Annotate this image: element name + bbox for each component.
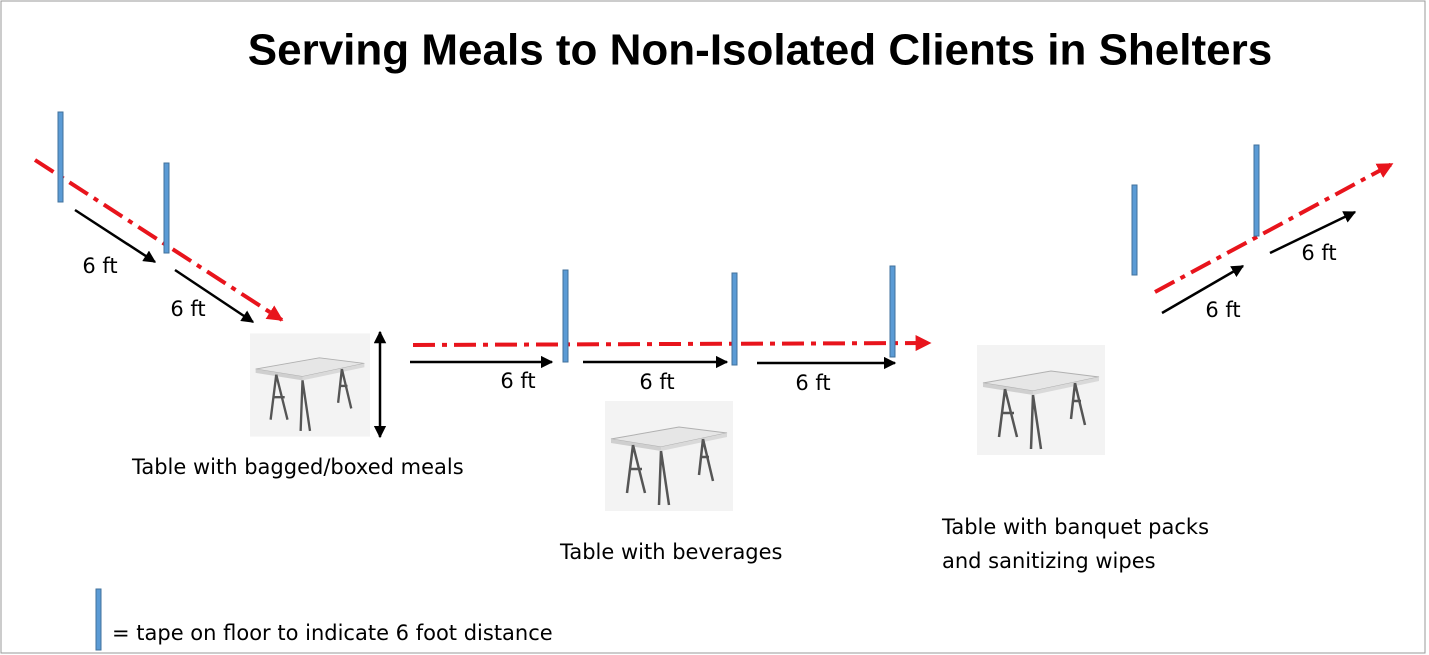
legend-text: = tape on floor to indicate 6 foot dista… [112,621,553,645]
distance-label: 6 ft [639,370,674,394]
tape [1132,185,1137,275]
tape [58,112,63,202]
distance-label: 6 ft [170,297,205,321]
tape [164,163,169,253]
table-label: Table with bagged/boxed meals [131,455,464,479]
diagram: Serving Meals to Non-Isolated Clients in… [0,0,1429,655]
table-label: Table with banquet packs [941,515,1209,539]
tape [563,270,568,362]
distance-label: 6 ft [500,369,535,393]
table-image [977,345,1105,455]
flow-line [1155,164,1392,292]
flow-line [35,160,282,320]
table-label: Table with beverages [559,540,783,564]
table-label: and sanitizing wipes [942,549,1156,573]
tape [732,273,737,365]
distance-label: 6 ft [1301,241,1336,265]
tape [1254,145,1259,236]
title: Serving Meals to Non-Isolated Clients in… [248,26,1272,75]
table-image [250,333,370,436]
distance-label: 6 ft [82,254,117,278]
tape [890,266,895,357]
legend-tape [96,589,101,650]
distance-label: 6 ft [1205,298,1240,322]
distance-label: 6 ft [795,371,830,395]
table-image [605,401,733,511]
flow-line [413,343,930,345]
